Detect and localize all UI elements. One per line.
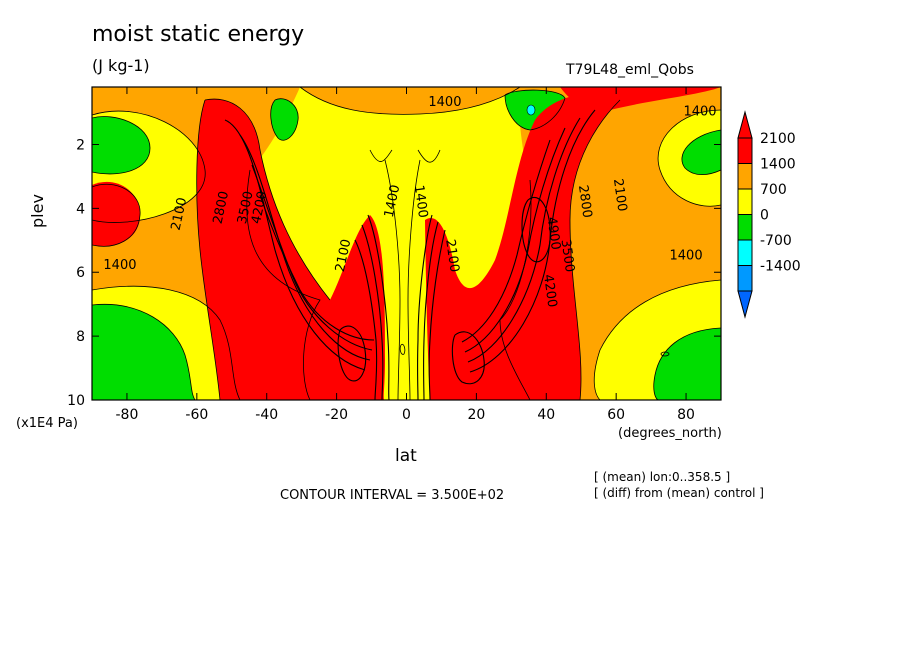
chart-units: (J kg-1) bbox=[92, 56, 150, 75]
note-lon-mean: [ (mean) lon:0..358.5 ] bbox=[594, 470, 731, 484]
colorbar-swatch bbox=[737, 239, 753, 266]
contour-label: 2800 bbox=[211, 190, 233, 225]
y-axis-ticks: 2 4 6 8 10 bbox=[67, 137, 721, 409]
colorbar-swatch bbox=[737, 163, 753, 190]
chart-title: moist static energy bbox=[92, 22, 305, 47]
contour-label: 1400 bbox=[670, 248, 703, 263]
contour-label: 3500 bbox=[557, 238, 576, 273]
contour-label: 4200 bbox=[540, 273, 559, 308]
colorbar-swatch bbox=[737, 265, 753, 292]
colorbar-level-label: 0 bbox=[760, 208, 769, 224]
y-axis-unit: (x1E4 Pa) bbox=[16, 416, 78, 431]
x-axis-ticks: -80 -60 -40 -20 0 20 40 60 80 bbox=[116, 87, 695, 423]
contour-field bbox=[92, 87, 721, 400]
y-tick-label: 8 bbox=[76, 329, 85, 345]
contour-label: 2100 bbox=[169, 196, 191, 231]
x-tick-label: -20 bbox=[325, 407, 348, 423]
x-tick-label: 20 bbox=[467, 407, 485, 423]
x-axis-unit: (degrees_north) bbox=[618, 426, 722, 441]
run-label: T79L48_eml_Qobs bbox=[566, 62, 694, 78]
contour-label: 1400 bbox=[382, 184, 404, 219]
colorbar-level-label: -1400 bbox=[760, 259, 801, 275]
contour-label: 2100 bbox=[333, 238, 355, 273]
contour-label: 2800 bbox=[575, 184, 594, 219]
contour-label: 2100 bbox=[442, 238, 461, 273]
contour-label: 1400 bbox=[411, 184, 430, 219]
colorbar-swatch bbox=[737, 137, 753, 164]
colorbar-level-label: 2100 bbox=[760, 131, 796, 147]
colorbar-level-label: 700 bbox=[760, 182, 787, 198]
colorbar-level-label: 1400 bbox=[760, 157, 796, 173]
x-tick-label: 60 bbox=[607, 407, 625, 423]
contour-label: 1400 bbox=[103, 258, 136, 273]
x-tick-label: -80 bbox=[116, 407, 139, 423]
contour-interval: CONTOUR INTERVAL = 3.500E+02 bbox=[280, 488, 505, 503]
note-diff-control: [ (diff) from (mean) control ] bbox=[594, 486, 764, 500]
x-tick-label: 0 bbox=[402, 407, 411, 423]
x-axis-label: lat bbox=[395, 446, 417, 466]
colorbar: 2100 1400 700 0 -700 -1400 bbox=[737, 110, 801, 319]
contour-label: 1400 bbox=[683, 105, 716, 120]
contour-label: 2100 bbox=[610, 178, 629, 213]
x-tick-label: 80 bbox=[677, 407, 695, 423]
colorbar-level-label: -700 bbox=[760, 233, 792, 249]
y-tick-label: 2 bbox=[76, 137, 85, 153]
colorbar-max-arrow bbox=[737, 110, 753, 139]
x-tick-label: 40 bbox=[537, 407, 555, 423]
contour-label: 3500 bbox=[235, 190, 257, 225]
x-tick-label: -40 bbox=[255, 407, 278, 423]
y-tick-label: 4 bbox=[76, 201, 85, 217]
y-tick-label: 10 bbox=[67, 393, 85, 409]
y-tick-label: 6 bbox=[76, 265, 85, 281]
colorbar-swatch bbox=[737, 188, 753, 215]
contour-label: 4900 bbox=[544, 216, 563, 251]
x-tick-label: -60 bbox=[185, 407, 208, 423]
contour-label: 4200 bbox=[249, 190, 271, 225]
colorbar-swatch bbox=[737, 214, 753, 241]
contour-label: 1400 bbox=[428, 95, 461, 110]
colorbar-min-arrow bbox=[737, 290, 753, 319]
